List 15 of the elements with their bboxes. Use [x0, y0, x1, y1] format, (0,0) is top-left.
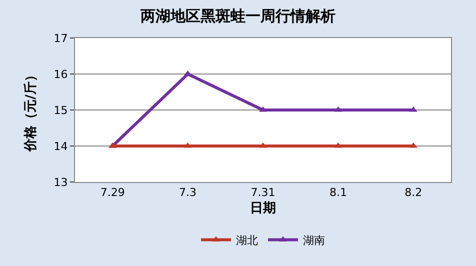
x-tick-label: 7.31 [250, 186, 276, 200]
y-tick-label: 17 [54, 32, 68, 45]
x-axis-title: 日期 [250, 200, 276, 216]
legend-label: 湖南 [303, 234, 325, 247]
chart-title: 两湖地区黑斑蛙一周行情解析 [140, 7, 336, 26]
legend-label: 湖北 [236, 234, 258, 247]
y-tick-label: 13 [54, 176, 68, 189]
x-tick-label: 8.1 [329, 186, 347, 200]
x-tick-label: 7.29 [100, 186, 125, 200]
y-tick-label: 15 [54, 104, 68, 117]
x-tick-label: 7.3 [179, 186, 197, 200]
y-tick-label: 14 [54, 140, 68, 153]
y-axis-title: 价格（元/斤） [22, 68, 39, 152]
x-tick-label: 8.2 [404, 186, 422, 200]
y-tick-label: 16 [54, 68, 68, 81]
